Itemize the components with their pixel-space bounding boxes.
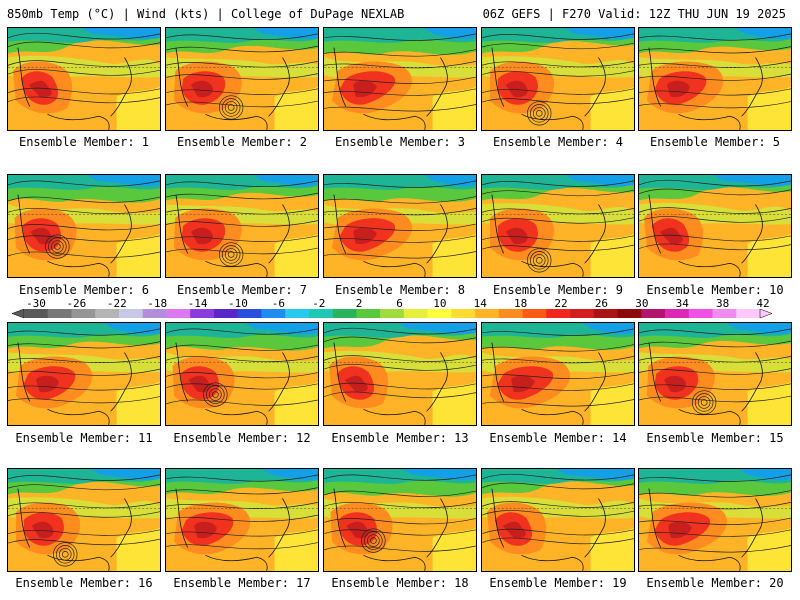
ensemble-member-label: Ensemble Member: 7 — [176, 283, 308, 297]
ensemble-member-label: Ensemble Member: 16 — [15, 576, 153, 590]
colorbar-tick-label: -10 — [228, 297, 248, 310]
colorbar-tick-label: 42 — [756, 297, 770, 310]
colorbar-segment — [308, 309, 333, 318]
colorbar-segment — [95, 309, 120, 318]
colorbar-segment — [641, 309, 666, 318]
colorbar-high-arrow — [759, 308, 773, 319]
colorbar-segment — [118, 309, 144, 318]
ensemble-member-label: Ensemble Member: 20 — [646, 576, 784, 590]
ensemble-member-map — [323, 322, 477, 426]
ensemble-member-label: Ensemble Member: 8 — [334, 283, 466, 297]
colorbar-segment — [617, 309, 642, 318]
colorbar-segment — [380, 309, 405, 318]
colorbar-segment — [261, 309, 286, 318]
colorbar-segment — [403, 309, 428, 318]
colorbar-tick-label: 38 — [715, 297, 730, 310]
colorbar-tick-label: 18 — [514, 297, 528, 310]
ensemble-member-map — [165, 468, 319, 572]
ensemble-member-map — [323, 174, 477, 278]
colorbar-tick-label: -30 — [26, 297, 46, 310]
colorbar-segment — [190, 309, 215, 318]
colorbar-tick-label: -14 — [187, 297, 208, 310]
colorbar-segment — [213, 309, 238, 318]
ensemble-member-map — [7, 468, 161, 572]
colorbar-segment — [71, 309, 96, 318]
colorbar-segment — [24, 309, 49, 318]
colorbar-segment — [736, 309, 761, 318]
ensemble-member-label: Ensemble Member: 1 — [18, 135, 150, 149]
colorbar-segment — [570, 309, 595, 318]
colorbar-low-arrow — [11, 308, 25, 319]
ensemble-member-map — [638, 27, 792, 131]
header-run-info: 06Z GEFS | F270 Valid: 12Z THU JUN 19 20… — [482, 7, 786, 21]
colorbar-tick-label: 34 — [675, 297, 689, 310]
colorbar-segment — [475, 309, 500, 318]
colorbar-tick-label: -18 — [147, 297, 168, 310]
ensemble-member-label: Ensemble Member: 11 — [15, 431, 153, 445]
colorbar-tick-label: 6 — [396, 297, 403, 310]
ensemble-member-label: Ensemble Member: 10 — [646, 283, 784, 297]
ensemble-member-map — [481, 27, 635, 131]
ensemble-member-label: Ensemble Member: 4 — [492, 135, 624, 149]
colorbar-segment — [498, 309, 523, 318]
ensemble-member-label: Ensemble Member: 14 — [489, 431, 627, 445]
colorbar-tick-label: -6 — [271, 297, 285, 310]
ensemble-member-label: Ensemble Member: 5 — [649, 135, 781, 149]
colorbar-tick-label: 30 — [635, 297, 649, 310]
colorbar-segment — [47, 309, 72, 318]
colorbar-segment — [546, 309, 571, 318]
colorbar-segment — [688, 309, 713, 318]
colorbar-tick-label: 26 — [594, 297, 609, 310]
colorbar-tick-label: -2 — [312, 297, 326, 310]
colorbar-segment — [356, 309, 381, 318]
colorbar-tick-label: -22 — [106, 297, 127, 310]
ensemble-member-label: Ensemble Member: 18 — [331, 576, 469, 590]
ensemble-member-map — [638, 468, 792, 572]
ensemble-member-map — [638, 174, 792, 278]
ensemble-member-map — [7, 322, 161, 426]
ensemble-member-map — [7, 174, 161, 278]
ensemble-member-map — [638, 322, 792, 426]
colorbar-segment — [332, 309, 357, 318]
ensemble-member-map — [481, 322, 635, 426]
colorbar-segment — [166, 309, 191, 318]
ensemble-member-map — [481, 468, 635, 572]
header-title: 850mb Temp (°C) | Wind (kts) | College o… — [7, 7, 405, 21]
colorbar-segment — [593, 309, 618, 318]
colorbar-segment — [451, 309, 476, 318]
ensemble-member-label: Ensemble Member: 3 — [334, 135, 466, 149]
colorbar-tick-label: 10 — [433, 297, 447, 310]
ensemble-member-label: Ensemble Member: 17 — [173, 576, 311, 590]
ensemble-member-label: Ensemble Member: 15 — [646, 431, 784, 445]
ensemble-member-map — [7, 27, 161, 131]
colorbar-tick-label: 14 — [473, 297, 487, 310]
ensemble-member-label: Ensemble Member: 19 — [489, 576, 627, 590]
colorbar-tick-label: 2 — [355, 297, 363, 310]
colorbar-tick-label: 22 — [554, 297, 568, 310]
ensemble-member-map — [323, 468, 477, 572]
ensemble-member-map — [165, 174, 319, 278]
ensemble-member-map — [323, 27, 477, 131]
ensemble-member-map — [481, 174, 635, 278]
colorbar-segment — [142, 309, 167, 318]
colorbar-segment — [237, 309, 262, 318]
colorbar-segment — [522, 309, 547, 318]
ensemble-member-label: Ensemble Member: 12 — [173, 431, 311, 445]
ensemble-member-label: Ensemble Member: 13 — [331, 431, 469, 445]
temperature-colorbar — [11, 308, 773, 319]
colorbar-segment — [427, 309, 452, 318]
colorbar-segment — [665, 309, 690, 318]
ensemble-member-label: Ensemble Member: 9 — [492, 283, 624, 297]
colorbar-segment — [712, 309, 737, 318]
colorbar-tick-label: -26 — [66, 297, 87, 310]
colorbar-segment — [285, 309, 310, 318]
ensemble-member-map — [165, 322, 319, 426]
ensemble-member-label: Ensemble Member: 6 — [18, 283, 150, 297]
ensemble-member-map — [165, 27, 319, 131]
ensemble-member-label: Ensemble Member: 2 — [176, 135, 308, 149]
